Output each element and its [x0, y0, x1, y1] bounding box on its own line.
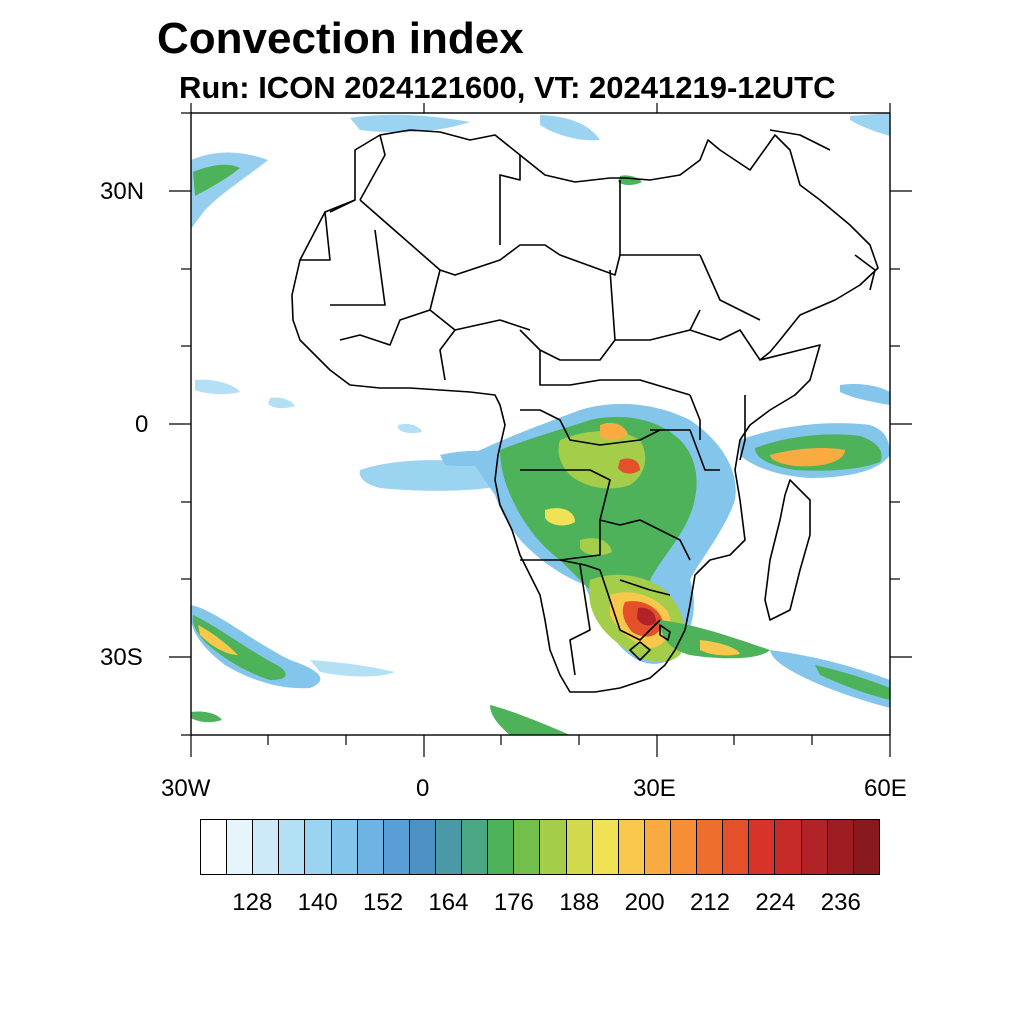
colorbar-label: 152	[363, 889, 404, 916]
colorbar-swatch	[540, 820, 567, 874]
colorbar-swatch	[775, 820, 802, 874]
colorbar-swatch	[253, 820, 280, 874]
colorbar-swatch	[383, 820, 410, 874]
colorbar-label: 212	[689, 889, 731, 916]
colorbar-swatch	[592, 820, 619, 874]
axis-ticks	[169, 103, 912, 757]
plot-subtitle: Run: ICON 2024121600, VT: 20241219-12UTC	[179, 70, 836, 105]
colorbar-swatch	[462, 820, 489, 874]
colorbar-label: 236	[820, 889, 861, 916]
colorbar-swatch	[409, 820, 436, 874]
y-tick-label: 0	[135, 411, 149, 438]
colorbar-swatch	[697, 820, 724, 874]
colorbar-swatch	[827, 820, 854, 874]
colorbar-swatch	[435, 820, 463, 874]
colorbar-swatch	[853, 820, 879, 874]
colorbar-swatch	[618, 820, 645, 874]
colorbar-label: 128	[232, 889, 273, 916]
colorbar-label: 140	[297, 889, 338, 916]
plot-title: Convection index	[157, 14, 524, 63]
colorbar-swatch	[801, 820, 828, 874]
colorbar-swatch	[357, 820, 384, 874]
colorbar-swatch	[331, 820, 358, 874]
convection-field	[191, 113, 890, 735]
x-tick-label: 30W	[161, 775, 211, 802]
colorbar-swatch	[279, 820, 306, 874]
colorbar-swatch	[201, 820, 228, 874]
colorbar-swatch	[305, 820, 332, 874]
colorbar-label: 188	[559, 889, 600, 916]
y-tick-label: 30S	[100, 644, 143, 671]
y-tick-label: 30N	[100, 178, 145, 205]
x-tick-label: 30E	[633, 775, 676, 802]
colorbar-label: 176	[493, 889, 534, 916]
colorbar-swatch	[749, 820, 776, 874]
colorbar	[200, 819, 880, 875]
colorbar-swatch	[723, 820, 750, 874]
colorbar-swatch	[644, 820, 671, 874]
x-tick-label: 60E	[864, 775, 907, 802]
colorbar-swatch	[566, 820, 593, 874]
colorbar-swatch	[514, 820, 541, 874]
colorbar-swatch	[227, 820, 254, 874]
colorbar-swatch	[670, 820, 698, 874]
colorbar-label: 200	[624, 889, 665, 916]
colorbar-swatch	[488, 820, 515, 874]
map-frame	[190, 112, 891, 736]
colorbar-label: 164	[428, 889, 469, 916]
x-tick-label: 0	[416, 775, 430, 802]
coastlines-and-borders	[291, 129, 879, 693]
colorbar-label: 224	[755, 889, 796, 916]
